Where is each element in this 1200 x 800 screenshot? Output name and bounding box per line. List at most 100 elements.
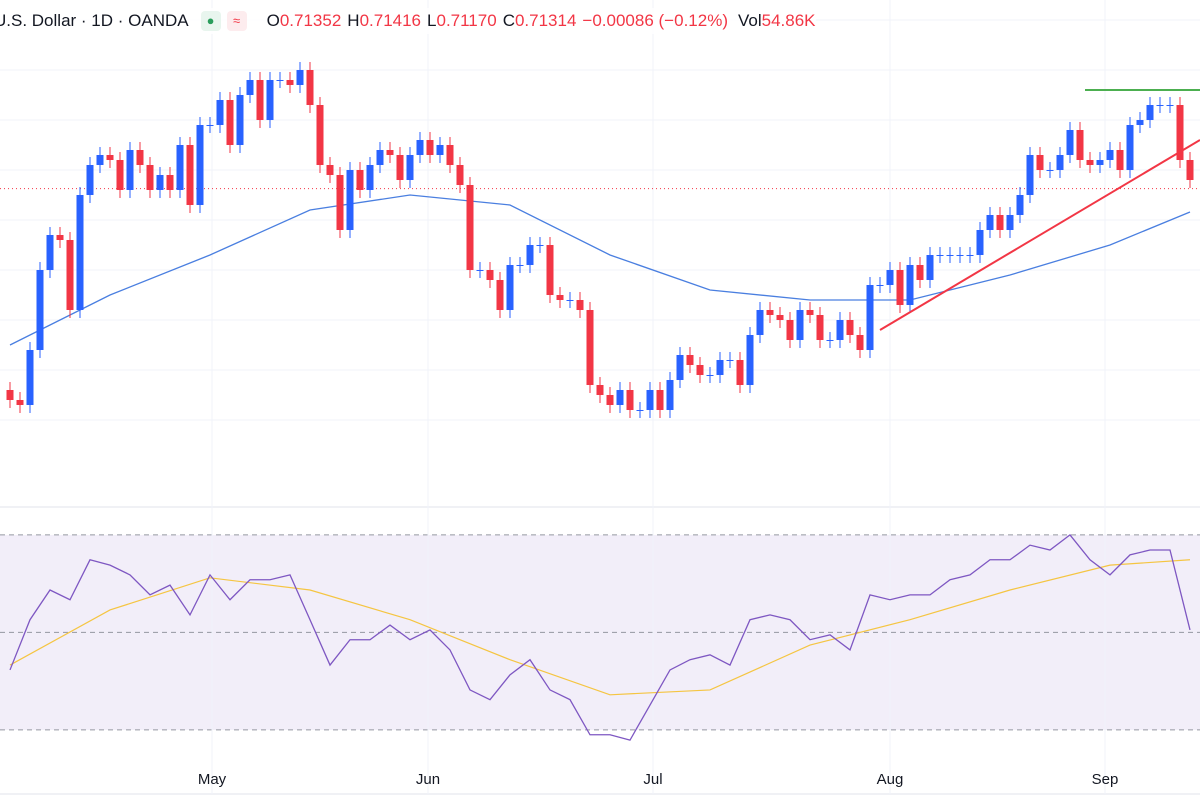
candle-body xyxy=(766,310,774,315)
x-tick-label: Aug xyxy=(877,771,904,788)
candle-body xyxy=(526,245,534,265)
candle-body xyxy=(1096,160,1104,165)
candle-body xyxy=(46,235,54,270)
candle-body xyxy=(636,410,644,411)
rsi-ma-line xyxy=(9,559,1191,696)
candle-body xyxy=(646,390,654,410)
candle-body xyxy=(1106,150,1114,160)
x-tick-label: Jun xyxy=(416,771,440,788)
ohlc-label: L xyxy=(427,11,437,30)
ohlc-label: O xyxy=(266,11,280,30)
compare-icon[interactable]: ≈ xyxy=(226,11,247,31)
candle-body xyxy=(1006,215,1014,230)
candle-body xyxy=(556,295,564,300)
candle-body xyxy=(586,310,594,385)
candle-body xyxy=(396,155,404,180)
candle-body xyxy=(576,300,584,310)
candle-body xyxy=(726,360,734,361)
candle-body xyxy=(266,80,274,120)
candle-body xyxy=(816,315,824,340)
candle-body xyxy=(596,385,604,395)
candle-body xyxy=(936,255,944,256)
candle-body xyxy=(136,150,144,165)
candle-body xyxy=(16,400,24,405)
change: −0.00086 (−0.12%) xyxy=(582,11,728,30)
candle-body xyxy=(876,285,884,286)
candle-body xyxy=(916,265,924,280)
candle-body xyxy=(1046,170,1054,171)
candle-body xyxy=(826,340,834,341)
candle-body xyxy=(1026,155,1034,195)
candle-body xyxy=(436,145,444,155)
candle-body xyxy=(96,155,104,165)
candle-body xyxy=(846,320,854,335)
candle-body xyxy=(706,375,714,376)
candle-body xyxy=(76,195,84,310)
candle-body xyxy=(6,390,14,400)
candle-body xyxy=(156,175,164,190)
candle-body xyxy=(796,310,804,340)
candle-body xyxy=(246,80,254,95)
candle-body xyxy=(606,395,614,405)
candle-body xyxy=(1126,125,1134,170)
candle-body xyxy=(476,270,484,271)
candle-body xyxy=(516,265,524,266)
candle-body xyxy=(466,185,474,270)
candle-body xyxy=(786,320,794,340)
candle-body xyxy=(836,320,844,340)
candle-body xyxy=(66,240,74,310)
candle-body xyxy=(146,165,154,190)
candle-body xyxy=(546,245,554,295)
ohlc-value: 0.71314 xyxy=(514,11,577,30)
candle-body xyxy=(1176,105,1184,160)
candle-body xyxy=(536,245,544,246)
candle-body xyxy=(216,100,224,125)
candle-body xyxy=(56,235,64,240)
candle-body xyxy=(1116,150,1124,170)
candle-body xyxy=(296,70,304,85)
candle-body xyxy=(356,170,364,190)
candle-body xyxy=(1156,105,1164,106)
candle-body xyxy=(286,80,294,85)
candle-body xyxy=(746,335,754,385)
candle-body xyxy=(256,80,264,120)
x-tick-label: May xyxy=(198,771,227,788)
ohlc-value: 0.71352 xyxy=(279,11,342,30)
candle-body xyxy=(416,140,424,155)
candle-body xyxy=(856,335,864,350)
candle-body xyxy=(616,390,624,405)
candle-body xyxy=(776,315,784,320)
candle-body xyxy=(166,175,174,190)
candle-body xyxy=(896,270,904,305)
candle-body xyxy=(686,355,694,365)
candle-body xyxy=(336,175,344,230)
candle-body xyxy=(1016,195,1024,215)
candle-body xyxy=(116,160,124,190)
ohlc-value: 0.71170 xyxy=(436,11,497,30)
candle-body xyxy=(106,155,114,160)
candle-body xyxy=(1166,105,1174,106)
candle-body xyxy=(716,360,724,375)
candle-body xyxy=(696,365,704,375)
candle-body xyxy=(656,390,664,410)
candle-body xyxy=(946,255,954,256)
candle-body xyxy=(346,170,354,230)
candle-body xyxy=(496,280,504,310)
candle-body xyxy=(86,165,94,195)
rsi-line xyxy=(9,534,1191,741)
ohlc-label: C xyxy=(502,11,515,30)
candle-body xyxy=(666,380,674,410)
candle-body xyxy=(986,215,994,230)
candle-body xyxy=(676,355,684,380)
candle-body xyxy=(1146,105,1154,120)
candle-body xyxy=(486,270,494,280)
market-open-icon[interactable]: ● xyxy=(200,11,221,31)
candle-body xyxy=(1066,130,1074,155)
candle-body xyxy=(996,215,1004,230)
candle-body xyxy=(36,270,44,350)
symbol: U.S. Dollar · 1D · OANDA xyxy=(0,11,189,30)
